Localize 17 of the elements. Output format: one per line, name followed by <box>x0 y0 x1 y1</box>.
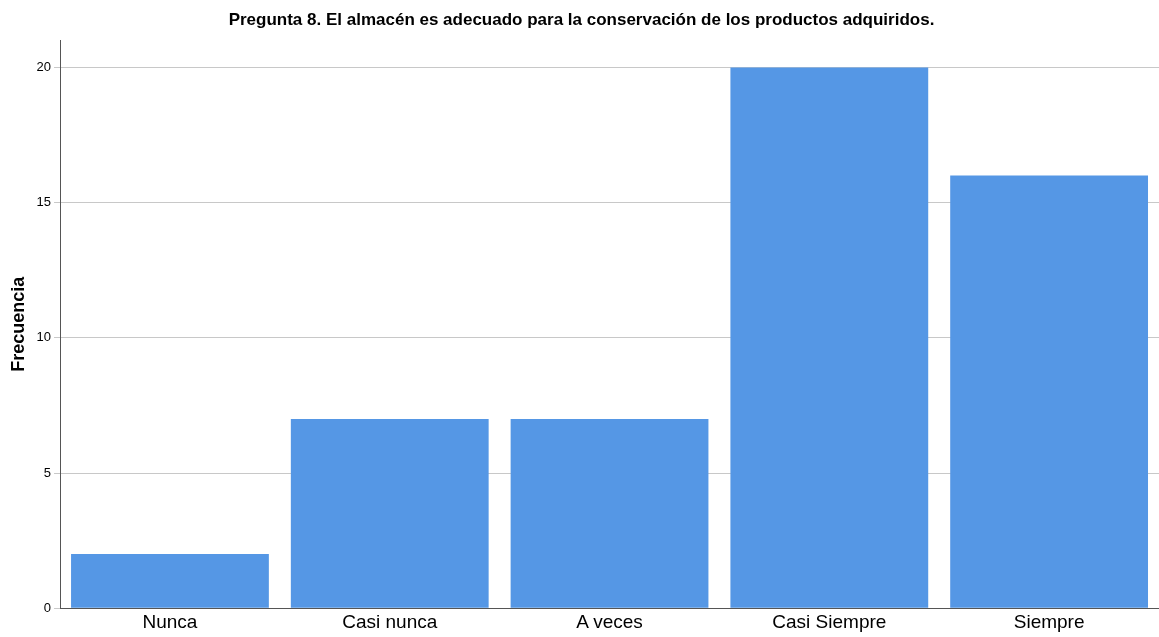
chart-title: Pregunta 8. El almacén es adecuado para la conservación de los productos adquiridos. <box>228 9 935 29</box>
y-tick-label: 5 <box>43 464 52 480</box>
bar <box>290 418 489 608</box>
bar <box>71 554 269 608</box>
x-tick-label: Casi nunca <box>342 610 438 632</box>
bar <box>950 175 1149 608</box>
y-axis-title: Frecuencia <box>7 275 28 372</box>
x-tick-label: A veces <box>576 610 643 632</box>
bar <box>730 67 929 608</box>
y-tick-label: 15 <box>36 194 52 210</box>
x-tick-label: Casi Siempre <box>772 610 887 632</box>
y-tick-label: 0 <box>43 599 52 615</box>
y-tick-label: 10 <box>36 329 52 345</box>
x-tick-label: Siempre <box>1013 610 1085 632</box>
bar <box>510 418 709 608</box>
y-tick-label: 20 <box>36 59 52 75</box>
x-tick-label: Nunca <box>142 610 198 632</box>
